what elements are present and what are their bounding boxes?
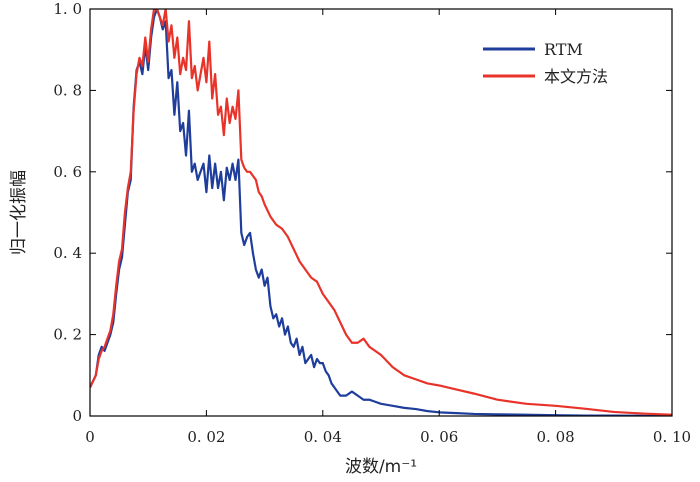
series-layer [90,9,672,416]
x-tick-label: 0 [85,428,95,446]
y-tick-label: 0. 2 [53,326,82,344]
x-tick-label: 0. 08 [537,428,575,446]
legend-label-2: 本文方法 [544,67,608,86]
series-line-2 [90,9,672,416]
x-tick-label: 0. 04 [304,428,342,446]
y-tick-label: 0. 4 [53,244,82,262]
x-axis-label: 波数/m⁻¹ [345,457,417,477]
plot-frame [89,8,673,417]
y-tick-label: 1. 0 [53,0,82,18]
y-tick-label: 0. 8 [53,81,82,99]
y-tick-label: 0 [72,407,82,425]
x-tick-label: 0. 02 [187,428,225,446]
x-tick-label: 0. 10 [653,428,691,446]
ticks-layer: 0 0. 02 0. 04 0. 06 0. 08 0. 10 0 0. 2 0. 4 0. 6 0… [53,0,691,446]
y-tick-label: 0. 6 [53,163,82,181]
legend: RTM 本文方法 [483,40,608,86]
legend-label-1: RTM [544,40,583,59]
x-tick-label: 0. 06 [420,428,458,446]
y-axis-label: 归一化振幅 [9,170,29,255]
